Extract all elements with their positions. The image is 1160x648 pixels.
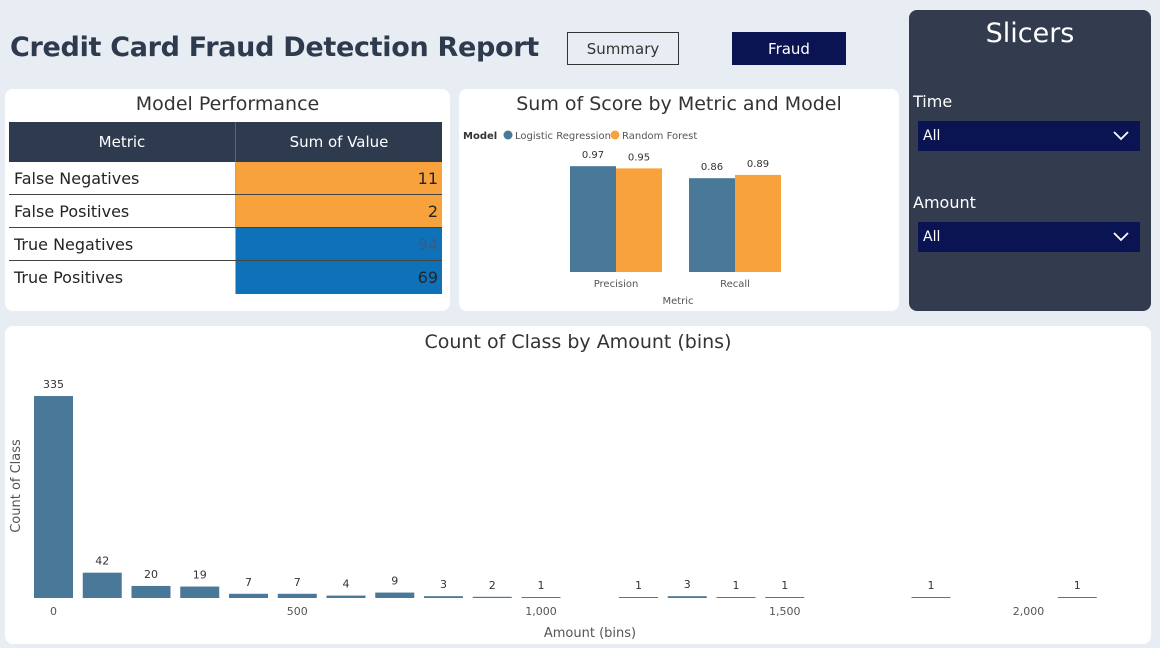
slicer-title: Slicers bbox=[985, 18, 1075, 49]
bar[interactable] bbox=[765, 597, 805, 598]
bar[interactable] bbox=[82, 572, 122, 598]
data-label: 20 bbox=[144, 568, 158, 581]
data-label: 1 bbox=[1074, 579, 1081, 592]
model-performance-card: Model Performance Metric Sum of Value Fa… bbox=[5, 89, 450, 311]
y-axis-label: Count of Class bbox=[9, 439, 24, 533]
count-chart: 335 42 20 19 7 7 4 9 3 2 1 1 3 1 1 1 1 0 500 1,000 1,500 2,00… bbox=[9, 378, 1097, 641]
metric-cell: False Positives bbox=[9, 195, 236, 227]
data-label: 1 bbox=[635, 579, 642, 592]
bar[interactable] bbox=[34, 396, 73, 598]
page-title: Credit Card Fraud Detection Report bbox=[10, 32, 539, 63]
time-slicer-label: Time bbox=[913, 92, 953, 111]
bar[interactable] bbox=[619, 597, 658, 598]
bar[interactable] bbox=[735, 174, 781, 272]
table-row[interactable]: False Positives 2 bbox=[9, 195, 442, 228]
bar[interactable] bbox=[277, 593, 317, 598]
metric-cell: False Negatives bbox=[9, 162, 236, 194]
x-tick-label: 500 bbox=[287, 605, 308, 618]
model-performance-title: Model Performance bbox=[135, 93, 320, 115]
bar[interactable] bbox=[570, 166, 616, 272]
count-chart-title: Count of Class by Amount (bins) bbox=[424, 331, 732, 353]
bar[interactable] bbox=[667, 596, 707, 598]
bar[interactable] bbox=[180, 586, 220, 598]
time-slicer-dropdown[interactable]: All bbox=[918, 121, 1140, 151]
bar[interactable] bbox=[911, 597, 951, 598]
legend-marker bbox=[610, 130, 620, 140]
bar[interactable] bbox=[616, 168, 662, 272]
column-header-sum-of-value[interactable]: Sum of Value bbox=[289, 133, 389, 151]
amount-slicer-value: All bbox=[923, 229, 941, 245]
column-header-metric[interactable]: Metric bbox=[9, 122, 236, 162]
legend-marker bbox=[503, 130, 513, 140]
bar[interactable] bbox=[424, 596, 463, 598]
score-chart-card: Sum of Score by Metric and Model Model Lo… bbox=[459, 89, 899, 311]
time-slicer-value: All bbox=[923, 128, 941, 144]
legend-title: Model bbox=[463, 131, 497, 142]
score-chart: Model Logistic Regression Random Forest 0.9… bbox=[463, 130, 781, 307]
x-axis-label: Amount (bins) bbox=[544, 626, 636, 641]
value-cell: 94 bbox=[236, 228, 442, 260]
value-cell: 2 bbox=[236, 195, 442, 227]
x-axis-label: Metric bbox=[662, 296, 693, 307]
bar[interactable] bbox=[472, 596, 512, 598]
bar[interactable] bbox=[131, 585, 171, 598]
metric-cell: True Negatives bbox=[9, 228, 236, 260]
slicer-panel: Slicers Time All Amount All bbox=[909, 10, 1151, 311]
data-label: 1 bbox=[928, 579, 935, 592]
metric-cell: True Positives bbox=[9, 261, 236, 294]
amount-slicer-dropdown[interactable]: All bbox=[918, 222, 1140, 252]
x-tick-label: 0 bbox=[50, 605, 57, 618]
x-tick-label: Precision bbox=[594, 279, 639, 290]
count-chart-card: Count of Class by Amount (bins) 335 42 20 1… bbox=[5, 326, 1151, 644]
fraud-button[interactable]: Fraud bbox=[732, 32, 846, 65]
bar[interactable] bbox=[689, 178, 735, 272]
value-cell: 69 bbox=[236, 261, 442, 294]
bar[interactable] bbox=[375, 592, 415, 598]
data-label: 3 bbox=[684, 578, 691, 591]
data-label: 1 bbox=[538, 579, 545, 592]
data-label: 0.97 bbox=[582, 150, 604, 161]
data-label: 0.89 bbox=[747, 159, 769, 170]
table-row[interactable]: True Negatives 94 bbox=[9, 228, 442, 261]
chevron-down-icon bbox=[1113, 232, 1129, 242]
bar[interactable] bbox=[326, 595, 366, 598]
amount-slicer-label: Amount bbox=[913, 193, 976, 212]
data-label: 42 bbox=[95, 555, 109, 568]
table-header: Metric Sum of Value bbox=[9, 122, 442, 162]
data-label: 1 bbox=[733, 579, 740, 592]
chevron-down-icon bbox=[1113, 131, 1129, 141]
data-label: 335 bbox=[43, 378, 64, 391]
data-label: 7 bbox=[245, 576, 252, 589]
data-label: 0.95 bbox=[628, 152, 650, 163]
score-chart-title: Sum of Score by Metric and Model bbox=[516, 93, 842, 115]
data-label: 7 bbox=[294, 576, 301, 589]
bar[interactable] bbox=[521, 597, 561, 598]
table-row[interactable]: False Negatives 11 bbox=[9, 162, 442, 195]
data-label: 0.86 bbox=[701, 162, 723, 173]
legend-entry[interactable]: Random Forest bbox=[622, 131, 697, 142]
data-label: 1 bbox=[781, 579, 788, 592]
data-label: 9 bbox=[391, 575, 398, 588]
data-label: 4 bbox=[343, 578, 350, 591]
data-label: 2 bbox=[489, 579, 496, 592]
x-tick-label: 1,500 bbox=[769, 605, 801, 618]
value-cell: 11 bbox=[236, 162, 442, 194]
x-tick-label: Recall bbox=[720, 279, 750, 290]
bar[interactable] bbox=[716, 597, 756, 598]
summary-button[interactable]: Summary bbox=[567, 32, 679, 65]
model-performance-table: Metric Sum of Value False Negatives 11 Fal… bbox=[9, 122, 442, 294]
data-label: 3 bbox=[440, 578, 447, 591]
table-row[interactable]: True Positives 69 bbox=[9, 261, 442, 294]
data-label: 19 bbox=[193, 569, 207, 582]
x-tick-label: 1,000 bbox=[525, 605, 557, 618]
x-tick-label: 2,000 bbox=[1013, 605, 1045, 618]
bar[interactable] bbox=[229, 593, 268, 598]
legend-entry[interactable]: Logistic Regression bbox=[515, 131, 611, 142]
bar[interactable] bbox=[1057, 597, 1097, 598]
